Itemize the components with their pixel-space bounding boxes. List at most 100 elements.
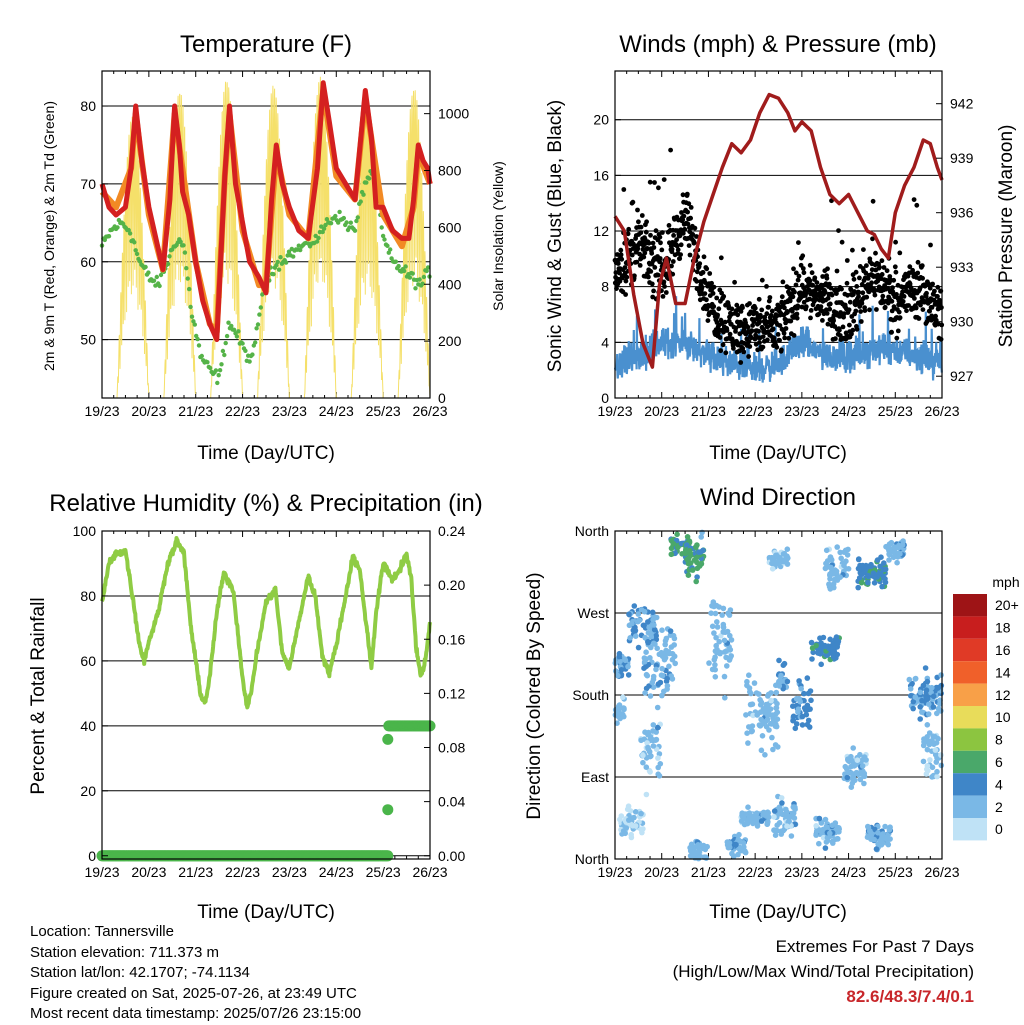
direction-point	[827, 636, 833, 643]
dir-ytick-label-4: North	[575, 523, 609, 539]
direction-point	[626, 817, 632, 823]
direction-point	[671, 642, 677, 648]
legend-swatch-1	[953, 616, 987, 639]
direction-point	[748, 728, 755, 735]
wind-gust-point	[913, 305, 919, 311]
direction-point	[831, 584, 837, 591]
wind-gust-point	[702, 291, 708, 296]
direction-point	[659, 665, 665, 672]
dewpoint-point	[224, 333, 230, 339]
direction-point	[784, 823, 790, 829]
winds-xlabel: Time (Day/UTC)	[709, 443, 847, 464]
direction-point	[686, 555, 692, 561]
wind-gust-point	[807, 296, 812, 302]
station-info: Location: Tannersville Station elevation…	[30, 922, 361, 1025]
wind-gust-point	[659, 247, 665, 253]
wind-xtick-label-3: 22/23	[738, 403, 773, 419]
rh-y2tick-label-4: 0.16	[438, 631, 465, 647]
wind-gust-point	[646, 240, 652, 246]
temp-xtick-label-5: 24/23	[319, 403, 354, 419]
direction-point	[659, 627, 665, 633]
wind-gust-point	[882, 304, 888, 310]
wind-gust-point	[766, 298, 772, 304]
direction-point	[858, 579, 865, 586]
wind-gust-point	[709, 280, 714, 286]
direction-point	[822, 816, 829, 823]
direction-point	[695, 842, 701, 848]
wind-gust-point	[889, 298, 895, 304]
direction-point	[778, 672, 784, 679]
legend-label-9: 2	[995, 799, 1003, 815]
dewpoint-point	[255, 322, 261, 327]
direction-point	[793, 721, 800, 727]
wind-gust-point	[624, 274, 630, 280]
wind-gust-point	[630, 199, 636, 205]
direction-point	[859, 763, 866, 769]
direction-point	[650, 728, 656, 734]
direction-point	[666, 663, 672, 670]
wind-gust-point	[779, 347, 784, 353]
wind-gust-point	[851, 318, 857, 324]
temp-y2tick-label-0: 0	[438, 390, 446, 406]
direction-xlabel: Time (Day/UTC)	[709, 902, 847, 923]
wind-gust-point	[810, 282, 816, 288]
created-text: Figure created on Sat, 2025-07-26, at 23…	[30, 984, 357, 1002]
wind-xtick-label-2: 21/23	[691, 403, 726, 419]
direction-point	[933, 759, 940, 765]
wind-gust-point	[637, 263, 643, 268]
dewpoint-point	[361, 192, 366, 197]
direction-point	[805, 717, 812, 724]
direction-point	[767, 720, 774, 727]
legend-swatch-4	[953, 683, 987, 706]
direction-point	[769, 734, 775, 741]
direction-point	[886, 547, 892, 554]
direction-point	[765, 712, 771, 719]
direction-point	[648, 644, 654, 651]
direction-point	[793, 695, 800, 702]
direction-point	[641, 622, 647, 629]
dewpoint-point	[234, 334, 240, 339]
direction-point	[795, 706, 802, 712]
direction-point	[851, 763, 857, 769]
wind-gust-point	[890, 285, 895, 291]
direction-point	[745, 804, 751, 810]
direction-point	[779, 557, 785, 563]
direction-point	[653, 736, 660, 743]
dewpoint-point	[188, 304, 193, 310]
temp-xtick-label-1: 20/23	[131, 403, 166, 419]
wind-gust-point	[864, 263, 869, 268]
direction-point	[824, 564, 830, 570]
temp-xtick-label-4: 23/23	[272, 403, 307, 419]
direction-point	[773, 721, 779, 727]
wind-gust-point	[674, 237, 679, 243]
wind-gust-point	[932, 288, 937, 294]
wind-gust-point	[759, 307, 765, 313]
wind-gust-point	[844, 280, 850, 286]
direction-point	[744, 678, 750, 685]
wind-gust-point	[854, 326, 860, 332]
direction-point	[912, 676, 919, 682]
wind-gust-point	[900, 289, 905, 295]
direction-point	[937, 701, 943, 707]
wind-gust-point	[849, 331, 854, 337]
direction-point	[769, 566, 776, 572]
legend-label-6: 8	[995, 732, 1003, 748]
direction-point	[806, 724, 813, 730]
dewpoint-point	[146, 270, 151, 275]
wind-gust-point	[747, 301, 752, 306]
precip-point	[382, 850, 394, 862]
dewpoint-point	[291, 254, 296, 259]
location-text: Location: Tannersville	[30, 923, 174, 940]
direction-point	[798, 685, 804, 692]
wind-gust-point	[716, 306, 722, 312]
wind-gust-point	[680, 230, 686, 236]
direction-point	[669, 656, 676, 663]
direction-point	[740, 847, 747, 853]
wind-gust-point	[771, 335, 777, 341]
direction-point	[638, 810, 644, 817]
temp-ytick-label-3: 80	[80, 98, 96, 114]
direction-point	[784, 678, 791, 685]
wind-gust-point	[877, 264, 882, 270]
wind-gust-point	[677, 256, 683, 261]
wind-gust-point	[704, 297, 709, 303]
